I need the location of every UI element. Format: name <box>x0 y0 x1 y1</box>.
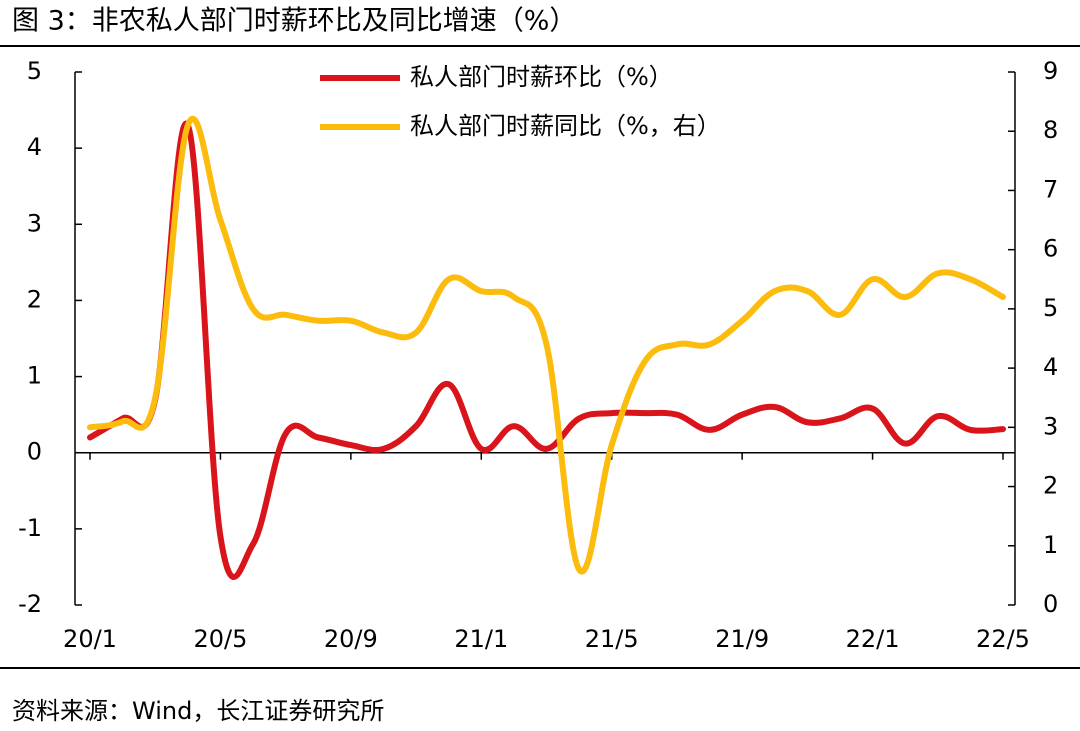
chart-title: 图 3：非农私人部门时薪环比及同比增速（%） <box>12 6 576 37</box>
y-tick-label: 3 <box>27 209 42 237</box>
y2-tick-label: 2 <box>1043 472 1058 500</box>
y2-tick-label: 8 <box>1043 116 1058 144</box>
y-tick-label: 0 <box>27 438 42 466</box>
x-tick-label: 21/1 <box>454 625 508 653</box>
x-tick-label: 22/1 <box>846 625 900 653</box>
x-tick-label: 20/5 <box>193 625 247 653</box>
y2-tick-label: 1 <box>1043 531 1058 559</box>
x-tick-label: 20/9 <box>324 625 378 653</box>
y2-tick-label: 6 <box>1043 235 1058 263</box>
y-tick-label: 2 <box>27 285 42 313</box>
x-tick-label: 20/1 <box>63 625 117 653</box>
legend-label: 私人部门时薪同比（%，右） <box>410 112 721 140</box>
y-tick-label: -2 <box>18 590 42 618</box>
x-tick-label: 22/5 <box>976 625 1030 653</box>
y-tick-label: 4 <box>27 133 42 161</box>
y-tick-label: -1 <box>18 514 42 542</box>
y-tick-label: 1 <box>27 362 42 390</box>
y2-tick-label: 4 <box>1043 353 1058 381</box>
series-line <box>87 120 1006 580</box>
legend-label: 私人部门时薪环比（%） <box>410 63 673 91</box>
y2-tick-label: 7 <box>1043 175 1058 203</box>
x-tick-label: 21/9 <box>715 625 769 653</box>
series-line <box>87 115 1006 575</box>
y2-tick-label: 0 <box>1043 590 1058 618</box>
y2-tick-label: 5 <box>1043 294 1058 322</box>
y2-tick-label: 9 <box>1043 57 1058 85</box>
x-tick-label: 21/5 <box>585 625 639 653</box>
y-tick-label: 5 <box>27 57 42 85</box>
y2-tick-label: 3 <box>1043 412 1058 440</box>
source: 资料来源：Wind，长江证券研究所 <box>12 697 384 725</box>
